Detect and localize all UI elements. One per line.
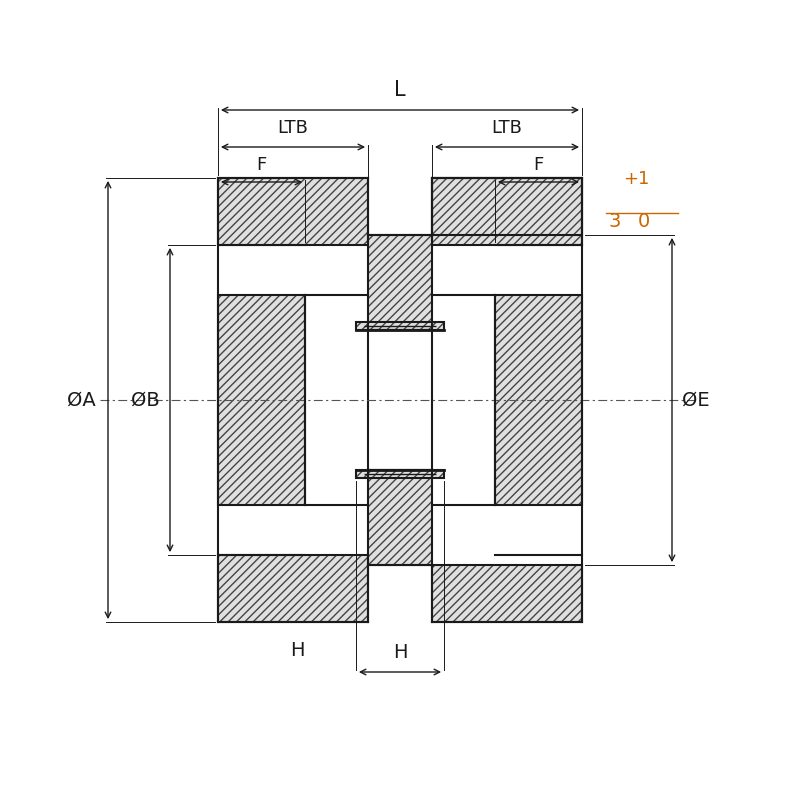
Text: ØB: ØB	[131, 390, 160, 410]
Text: ØA: ØA	[67, 390, 96, 410]
Polygon shape	[368, 470, 432, 565]
Text: 0: 0	[638, 212, 650, 231]
Polygon shape	[495, 295, 582, 505]
Text: F: F	[256, 156, 266, 174]
Polygon shape	[356, 322, 444, 330]
Text: F: F	[534, 156, 544, 174]
Polygon shape	[432, 178, 582, 235]
Polygon shape	[218, 555, 368, 622]
Polygon shape	[218, 295, 305, 505]
Polygon shape	[432, 565, 582, 622]
Text: LTB: LTB	[491, 119, 522, 137]
Polygon shape	[356, 470, 444, 478]
Text: H: H	[290, 641, 304, 660]
Text: H: H	[393, 643, 407, 662]
Polygon shape	[218, 178, 368, 245]
Text: LTB: LTB	[278, 119, 309, 137]
Polygon shape	[368, 235, 432, 330]
Text: ØE: ØE	[682, 390, 710, 410]
Text: 3: 3	[608, 212, 620, 231]
Text: L: L	[394, 80, 406, 100]
Text: +1: +1	[623, 170, 650, 188]
Polygon shape	[432, 178, 582, 245]
